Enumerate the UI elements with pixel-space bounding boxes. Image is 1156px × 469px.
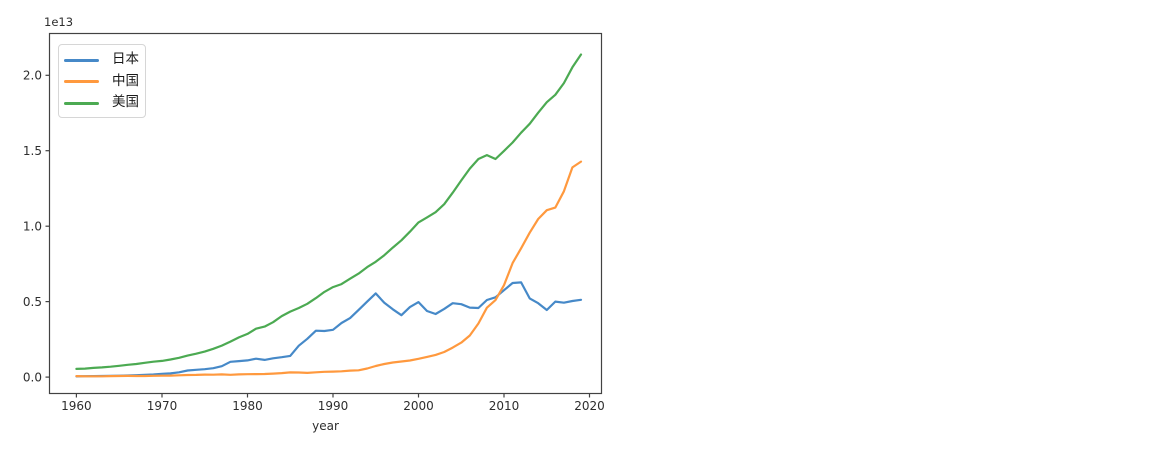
x-tick-label: 2000 bbox=[403, 399, 434, 413]
y-tick-label: 2.0 bbox=[23, 69, 42, 83]
line-china bbox=[75, 160, 583, 378]
line-usa bbox=[75, 53, 583, 370]
x-tick-label: 1960 bbox=[61, 399, 92, 413]
usa-line-swatch bbox=[64, 101, 99, 105]
x-tick-label: 1980 bbox=[232, 399, 263, 413]
legend-label-japan: 日本 bbox=[112, 51, 139, 68]
x-axis-title: year bbox=[312, 419, 339, 433]
y-axis-offset-label: 1e13 bbox=[44, 15, 74, 29]
y-tick-label: 1.0 bbox=[23, 219, 42, 233]
y-tick-label: 0.5 bbox=[23, 295, 42, 309]
y-tick-label: 1.5 bbox=[23, 144, 42, 158]
legend-label-china: 中国 bbox=[112, 72, 139, 89]
china-line-swatch bbox=[64, 80, 99, 83]
legend-label-usa: 美国 bbox=[112, 94, 139, 111]
legend-item-china: 中国 bbox=[64, 72, 141, 92]
x-tick-label: 1990 bbox=[318, 399, 349, 413]
legend-item-japan: 日本 bbox=[64, 50, 141, 70]
legend-item-usa: 美国 bbox=[64, 93, 141, 113]
y-tick-label: 0.0 bbox=[23, 370, 42, 384]
legend: 日本 中国 美国 bbox=[58, 44, 146, 118]
x-tick-label: 2010 bbox=[489, 399, 520, 413]
x-tick-label: 1970 bbox=[147, 399, 178, 413]
japan-line-swatch bbox=[64, 58, 99, 62]
x-tick-label: 2020 bbox=[574, 399, 605, 413]
axes-frame bbox=[48, 32, 603, 395]
